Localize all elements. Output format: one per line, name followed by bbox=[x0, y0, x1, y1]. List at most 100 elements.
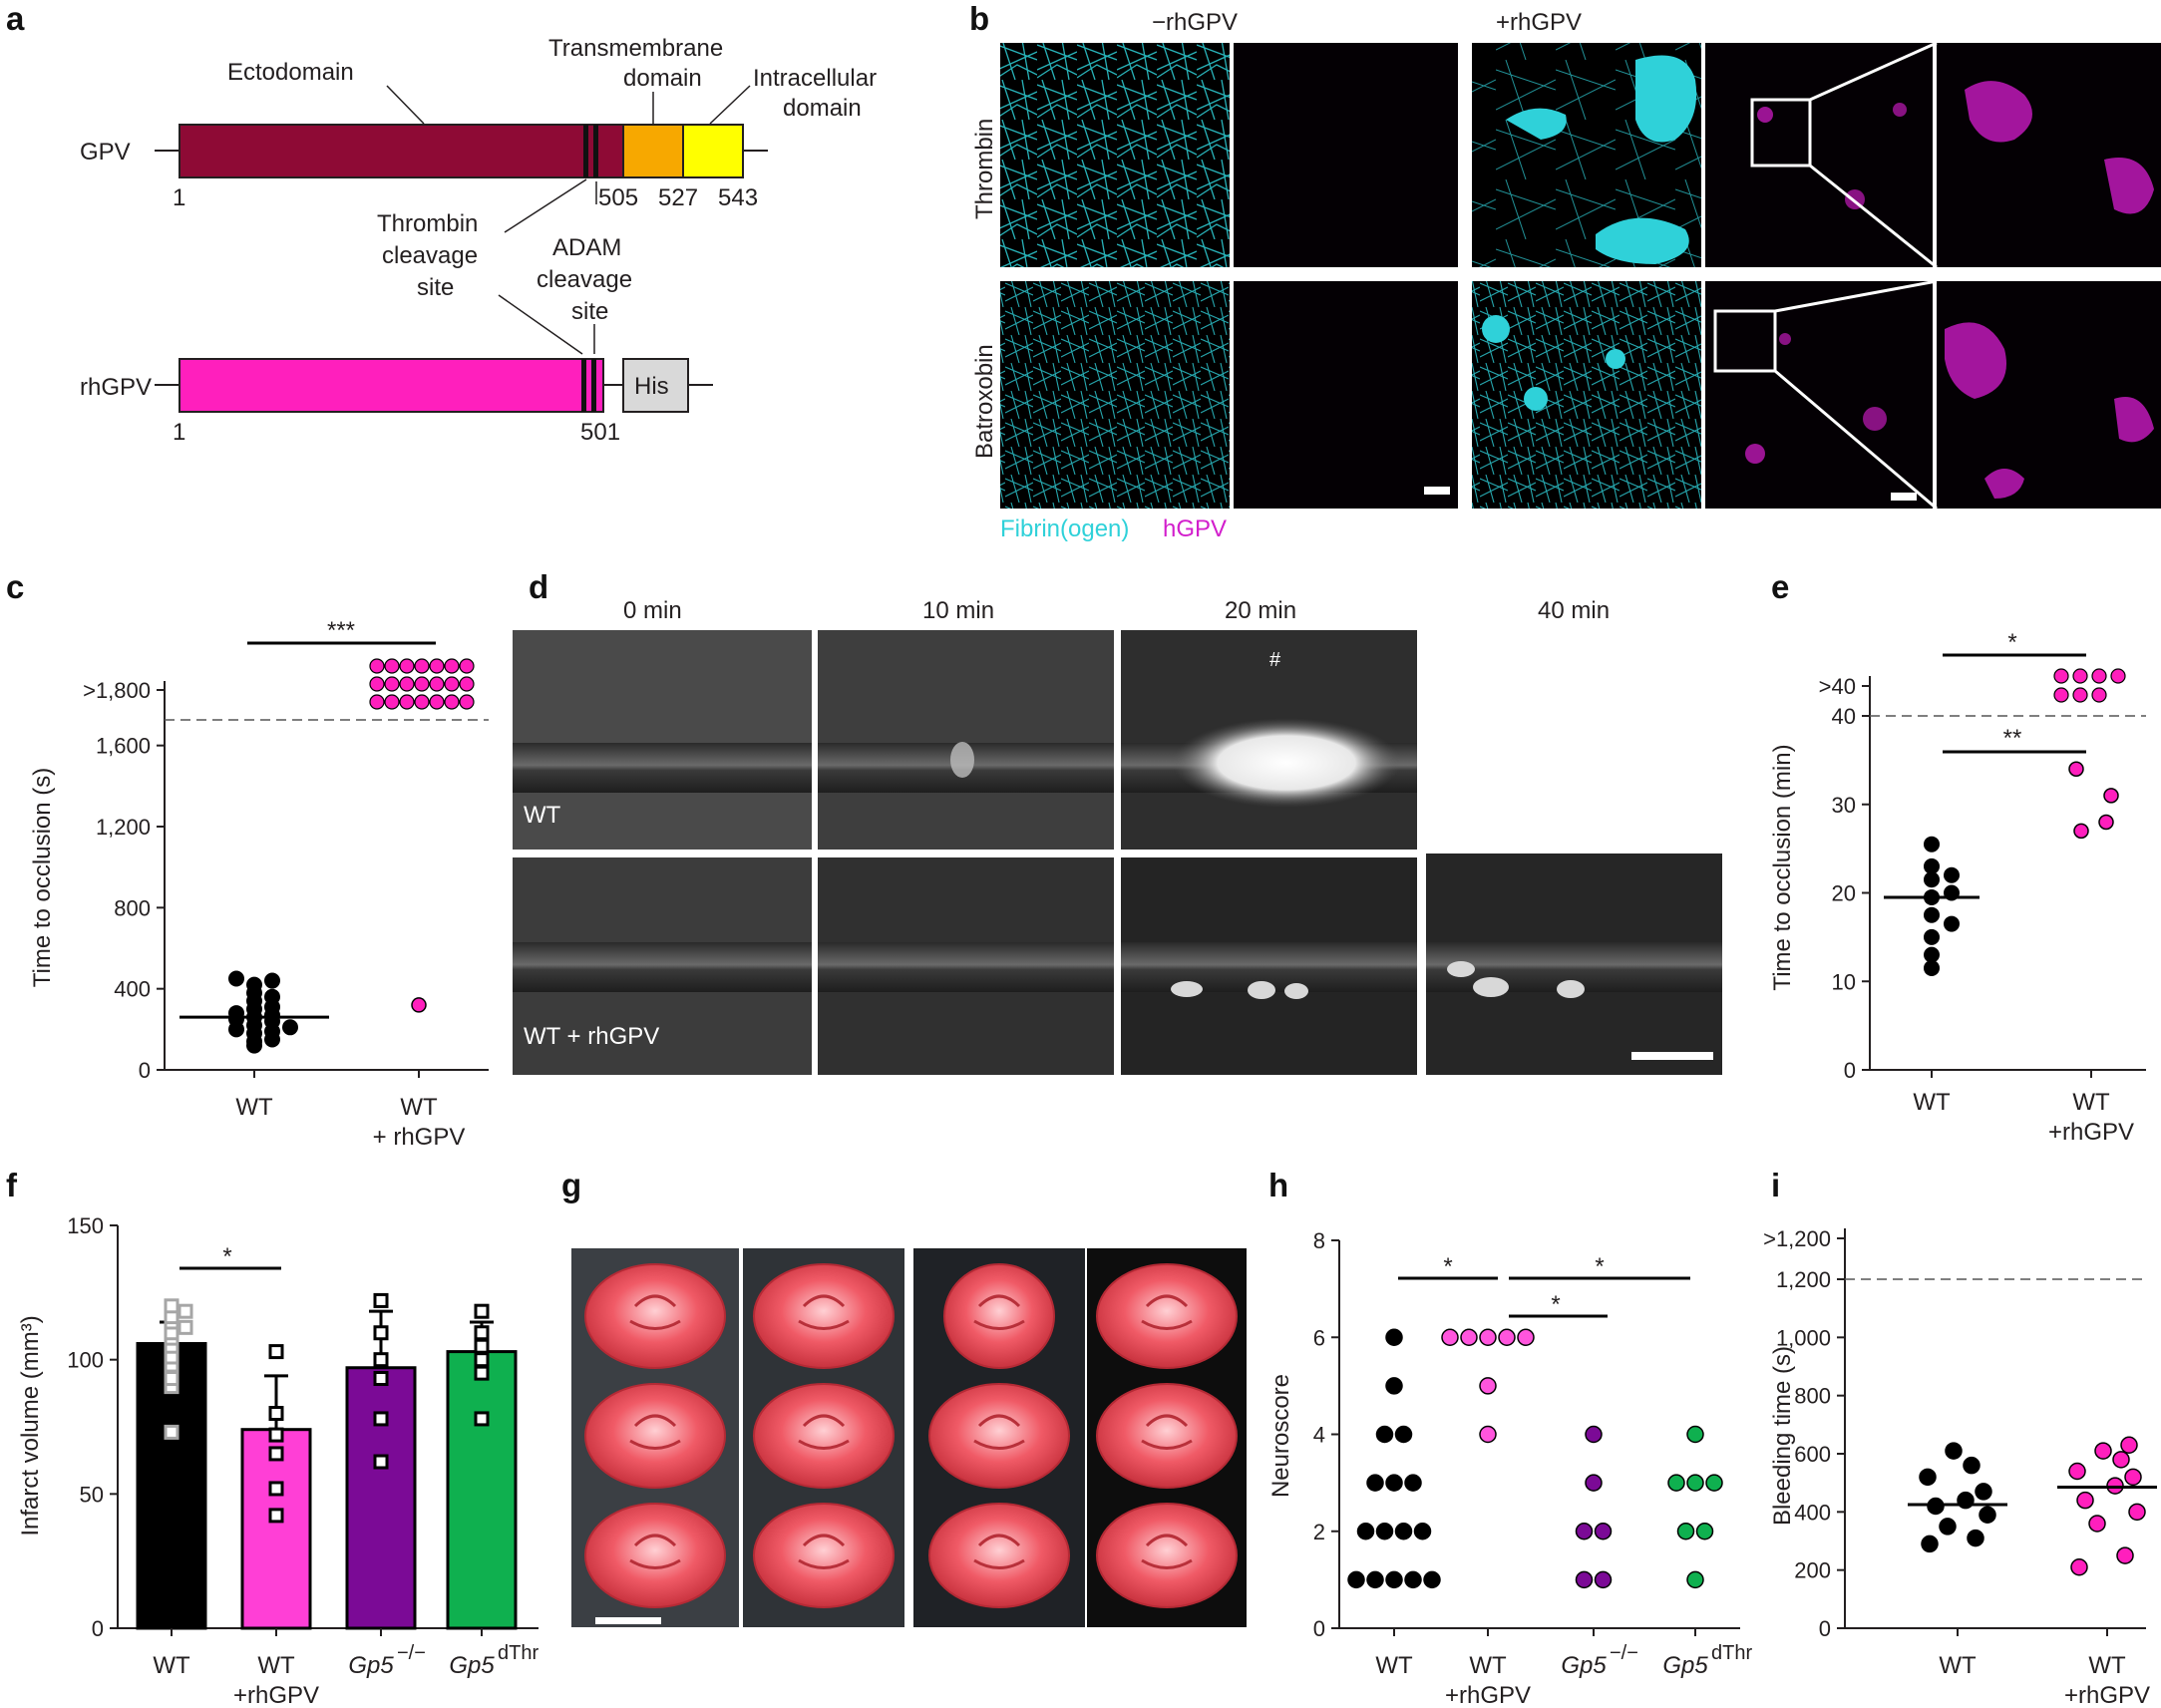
brain-section bbox=[584, 1383, 726, 1489]
num-501: 501 bbox=[580, 419, 620, 446]
i-ytick-label: 800 bbox=[1794, 1384, 1831, 1409]
panel-letter-b: b bbox=[969, 0, 989, 37]
panel-letter-i: i bbox=[1771, 1167, 1780, 1203]
i-point-0 bbox=[1921, 1535, 1939, 1553]
h-point-1 bbox=[1498, 1328, 1516, 1346]
b-thr-minus-hgpv bbox=[1234, 43, 1458, 267]
h-point-1 bbox=[1517, 1328, 1535, 1346]
h-point-1 bbox=[1479, 1377, 1497, 1395]
c-point-rh-above bbox=[414, 658, 430, 674]
i-point-1 bbox=[2094, 1442, 2112, 1460]
h-point-3 bbox=[1686, 1570, 1704, 1589]
thr-label-3: site bbox=[417, 274, 454, 301]
h-ytick-label: 6 bbox=[1313, 1325, 1325, 1350]
i-point-1 bbox=[2116, 1546, 2134, 1564]
c-point-rh bbox=[411, 997, 427, 1013]
i-point-0 bbox=[1963, 1456, 1981, 1475]
c-sig-label: *** bbox=[327, 617, 355, 644]
minus-rhgpv-label: −rhGPV bbox=[1152, 9, 1238, 36]
h-point-0 bbox=[1375, 1425, 1394, 1444]
c-point-wt bbox=[264, 988, 280, 1005]
h-point-0 bbox=[1385, 1328, 1403, 1346]
i-ylabel: Bleeding time (s) bbox=[1769, 1346, 1796, 1526]
d-row-wt-rhgpv: WT + rhGPV bbox=[524, 1023, 659, 1050]
h-point-0 bbox=[1413, 1523, 1432, 1540]
h-point-1 bbox=[1479, 1328, 1497, 1346]
d-time-10: 10 min bbox=[922, 597, 994, 624]
e-point-wt bbox=[1924, 946, 1940, 963]
h-xlabel-1: WT bbox=[1469, 1652, 1507, 1679]
f-xsup-2: −/− bbox=[397, 1642, 426, 1664]
b-thr-plus-hgpv bbox=[1705, 43, 1933, 267]
h-ytick-label: 8 bbox=[1313, 1228, 1325, 1253]
h-point-0 bbox=[1366, 1474, 1384, 1492]
h-point-3 bbox=[1705, 1474, 1723, 1492]
brain-section bbox=[928, 1383, 1070, 1489]
f-xlabel-0: WT bbox=[153, 1652, 190, 1679]
h-point-0 bbox=[1385, 1570, 1403, 1589]
e-point-rh bbox=[2073, 823, 2089, 840]
plus-rhgpv-label: +rhGPV bbox=[1496, 9, 1582, 36]
panel-letter-g: g bbox=[561, 1167, 581, 1203]
num-1b: 1 bbox=[173, 419, 185, 446]
ic-label-2: domain bbox=[783, 95, 862, 122]
e-ytick-label: 20 bbox=[1832, 881, 1856, 906]
c-point-rh-above bbox=[384, 676, 400, 692]
num-505: 505 bbox=[598, 184, 638, 211]
panel-c-chart: 0 400 800 1,200 1,600 >1,800 Time to occlusion… bbox=[29, 617, 489, 1151]
c-point-wt bbox=[264, 972, 280, 989]
e-point-rh-above bbox=[2110, 668, 2126, 684]
f-bar-3 bbox=[446, 1350, 518, 1630]
d-hash: # bbox=[1269, 649, 1281, 671]
e-ytick-label: 30 bbox=[1832, 793, 1856, 818]
i-point-1 bbox=[2128, 1503, 2146, 1522]
b-bat-plus-hgpv bbox=[1705, 281, 1933, 509]
b-bat-plus-fibrin bbox=[1472, 281, 1701, 509]
c-point-wt bbox=[228, 1005, 244, 1022]
h-point-2 bbox=[1585, 1425, 1603, 1444]
thr-label-2: cleavage bbox=[382, 242, 478, 269]
c-xlabel-1: WT bbox=[400, 1094, 438, 1121]
e-xlabel-1: WT bbox=[2072, 1089, 2110, 1116]
h-sig3: * bbox=[1551, 1291, 1560, 1318]
panel-a-domain-diagram: GPV 1 505 527 543 Ectodomain Transmembra… bbox=[80, 35, 877, 446]
b-thr-minus-fibrin bbox=[1000, 43, 1230, 267]
i-point-1 bbox=[2120, 1436, 2138, 1454]
h-point-0 bbox=[1366, 1570, 1384, 1589]
c-point-rh-above bbox=[459, 658, 475, 674]
c-point-rh-above bbox=[414, 676, 430, 692]
e-ytick-label: >40 bbox=[1819, 674, 1856, 699]
i-point-0 bbox=[1919, 1468, 1937, 1487]
c-point-rh-above bbox=[429, 658, 445, 674]
i-point-1 bbox=[2076, 1491, 2094, 1510]
h-xsup-2: −/− bbox=[1610, 1642, 1638, 1664]
e-point-rh-above bbox=[2072, 687, 2088, 703]
i-point-1 bbox=[2124, 1468, 2142, 1487]
i-point-1 bbox=[2088, 1515, 2106, 1533]
gpv-label: GPV bbox=[80, 139, 131, 166]
e-point-wt bbox=[1944, 915, 1960, 932]
his-tag-box bbox=[622, 358, 689, 413]
his-label: His bbox=[634, 373, 669, 400]
adam-label-1: ADAM bbox=[552, 234, 621, 261]
c-point-rh-above bbox=[459, 676, 475, 692]
i-xlabel-1b: +rhGPV bbox=[2064, 1682, 2150, 1708]
f-point-1 bbox=[268, 1344, 284, 1360]
h-point-3 bbox=[1686, 1474, 1704, 1492]
h-ylabel: Neuroscore bbox=[1267, 1374, 1294, 1498]
c-ytick-label: 0 bbox=[139, 1058, 151, 1083]
f-point-1 bbox=[268, 1446, 284, 1462]
ectodomain-label: Ectodomain bbox=[227, 59, 354, 86]
i-point-0 bbox=[1939, 1518, 1957, 1536]
e-point-wt bbox=[1924, 836, 1940, 853]
f-xlabel2-1: +rhGPV bbox=[233, 1682, 319, 1708]
i-ytick-label: 1,200 bbox=[1776, 1267, 1831, 1292]
f-point-1 bbox=[268, 1481, 284, 1497]
e-point-wt bbox=[1924, 857, 1940, 874]
brain-section bbox=[943, 1263, 1055, 1369]
f-bar-2 bbox=[345, 1366, 417, 1630]
e-point-rh-above bbox=[2053, 668, 2069, 684]
gpv-ectodomain-bar bbox=[179, 124, 624, 178]
h-point-1 bbox=[1441, 1328, 1459, 1346]
h-ytick-label: 4 bbox=[1313, 1423, 1325, 1448]
